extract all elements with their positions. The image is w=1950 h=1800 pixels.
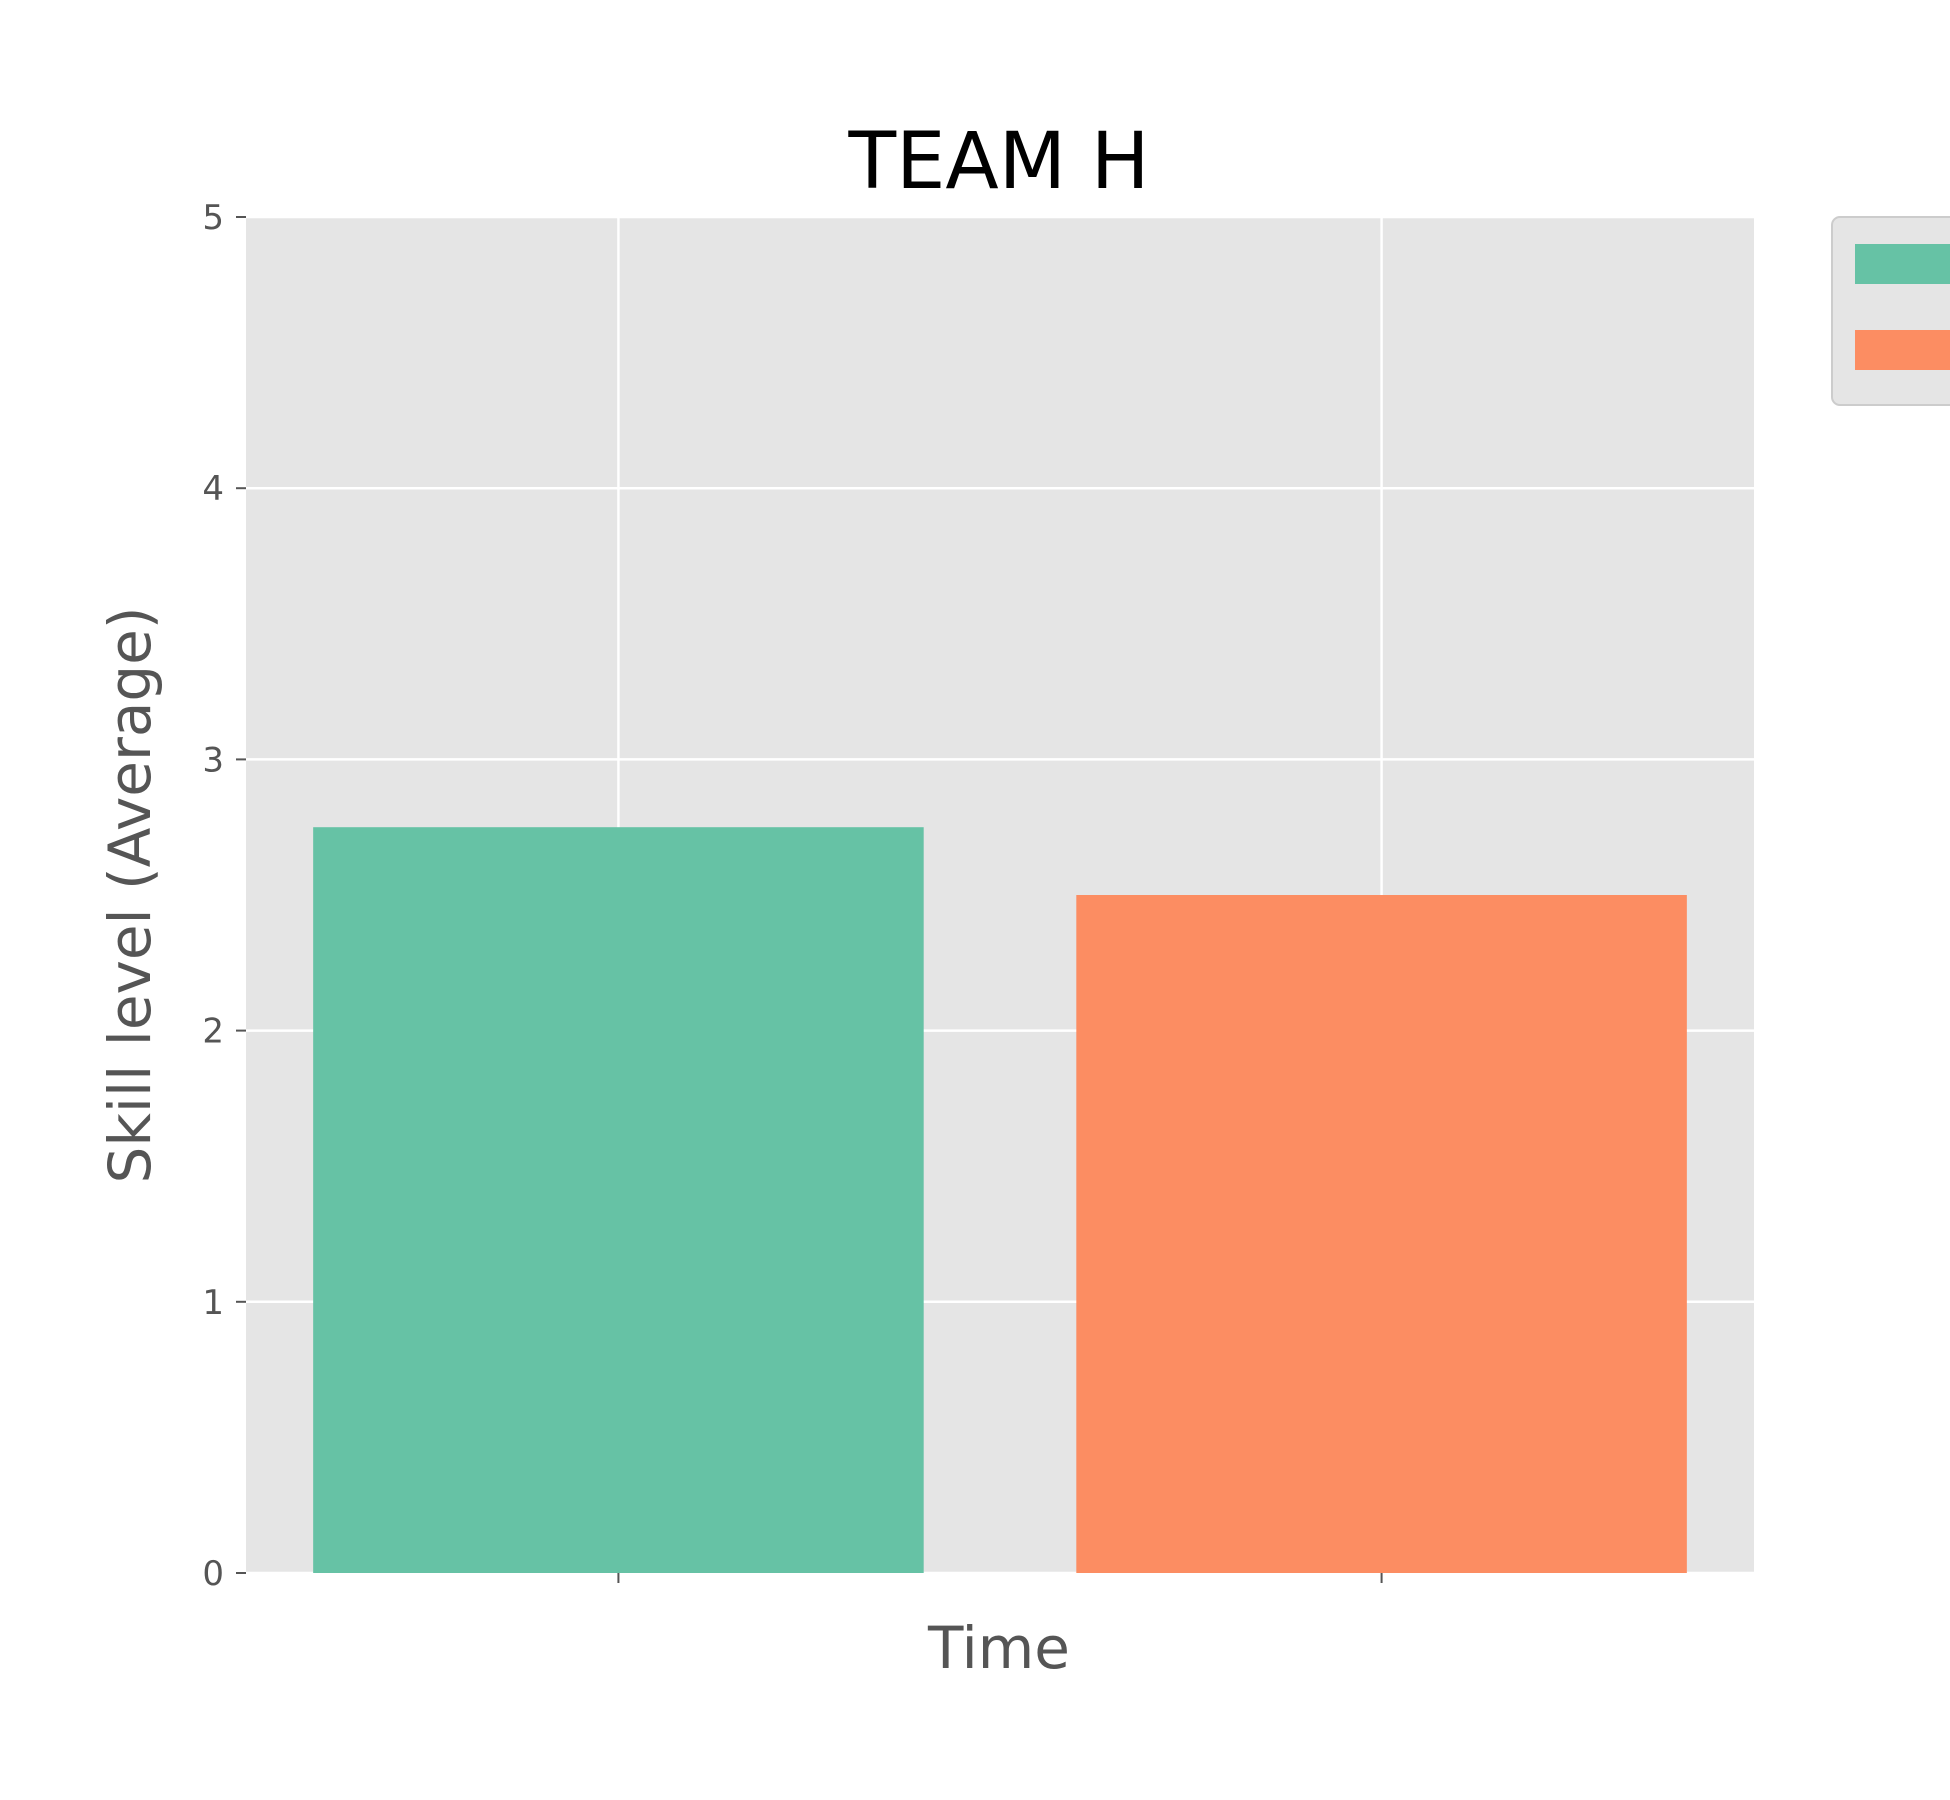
y-tick-label: 5 xyxy=(202,198,224,238)
bar xyxy=(313,827,924,1573)
x-axis-label: Time xyxy=(927,1614,1070,1682)
axis-ticks: 0 1 2 3 4 5 xyxy=(202,198,1383,1594)
legend xyxy=(1831,216,1950,406)
y-tick-label: 1 xyxy=(202,1283,224,1323)
y-tick-label: 4 xyxy=(202,469,224,509)
bars xyxy=(313,827,1687,1573)
bar xyxy=(1076,895,1687,1573)
legend-swatch xyxy=(1855,244,1950,284)
y-tick-label: 2 xyxy=(202,1012,224,1052)
y-axis-label: Skill level (Average) xyxy=(96,607,164,1184)
chart-title: TEAM H xyxy=(847,117,1149,207)
legend-swatch xyxy=(1855,330,1950,370)
y-tick-label: 0 xyxy=(202,1554,224,1594)
y-tick-label: 3 xyxy=(202,740,224,780)
